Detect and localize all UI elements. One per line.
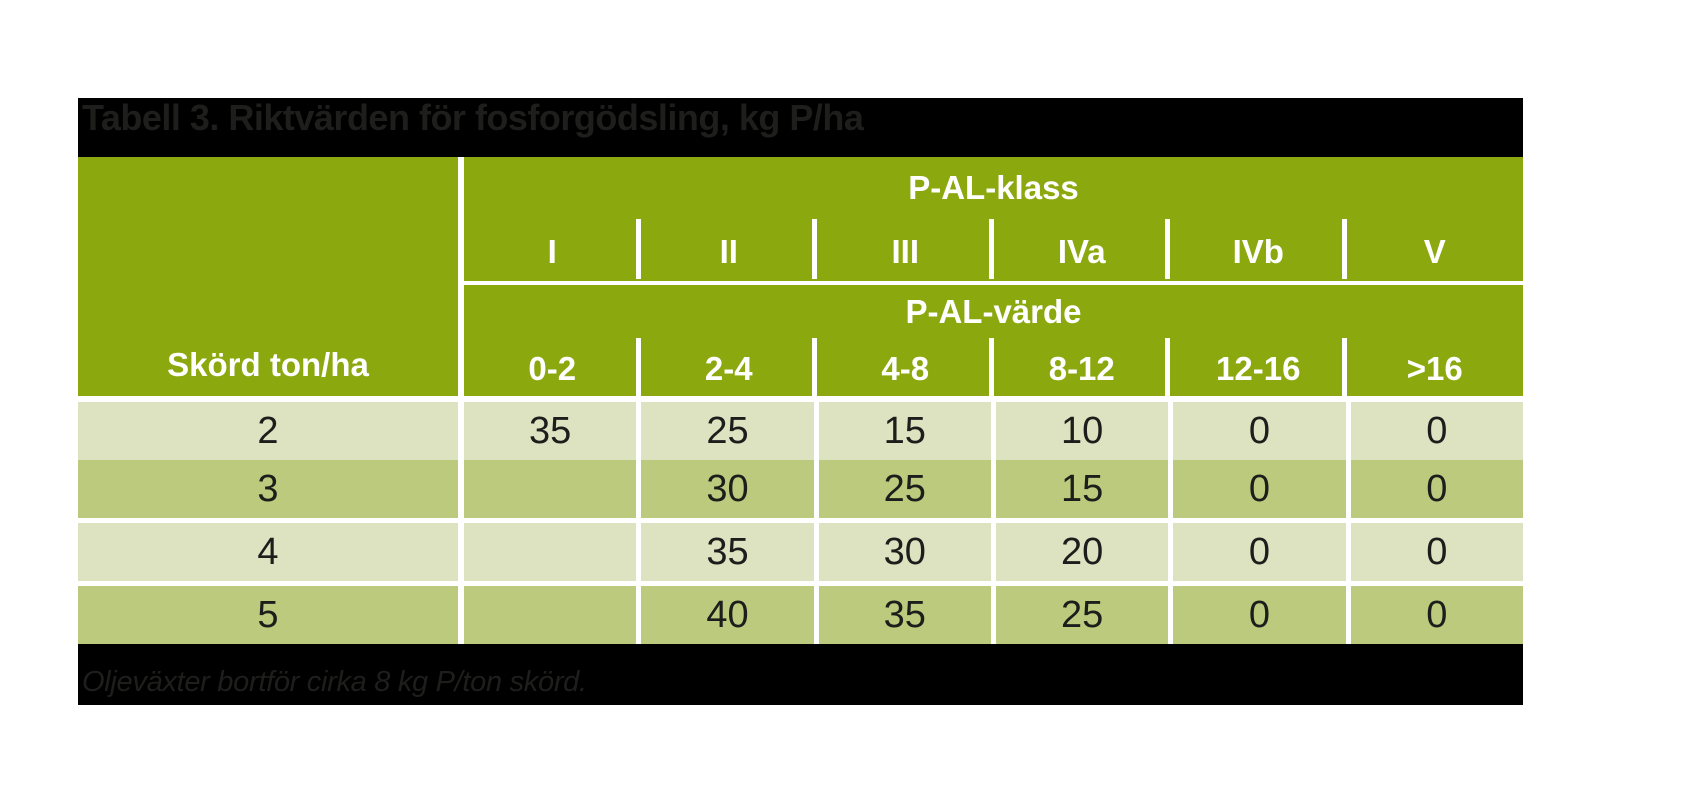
value-cell: 0: [1350, 523, 1523, 581]
fertilizer-table: Tabell 3. Riktvärden för fosforgödsling,…: [78, 98, 1523, 705]
value-range-cell: 2-4: [641, 333, 818, 396]
class-group-label: P-AL-klass: [908, 169, 1079, 206]
table-title: Tabell 3. Riktvärden för fosforgödsling,…: [82, 98, 864, 138]
table-row: 4 35 30 20 0 0: [78, 523, 1523, 581]
value-cell: 25: [641, 402, 814, 460]
class-header-cell: IVa: [994, 205, 1171, 281]
value-cell: 35: [818, 586, 991, 644]
table-title-bar: Tabell 3. Riktvärden för fosforgödsling,…: [78, 98, 1523, 157]
table-row: 5 40 35 25 0 0: [78, 586, 1523, 644]
value-range-cell: 8-12: [994, 333, 1171, 396]
table-footnote-bar: Oljeväxter bortför cirka 8 kg P/ton skör…: [78, 644, 1523, 705]
value-cell: 0: [1350, 402, 1523, 460]
value-cell: 0: [1350, 586, 1523, 644]
value-range-row: 0-2 2-4 4-8 8-12 12-16 >16: [464, 333, 1523, 396]
value-cell: [464, 586, 637, 644]
class-header-cell: V: [1423, 233, 1446, 270]
value-cell: 30: [818, 523, 991, 581]
value-cell: 0: [1350, 460, 1523, 518]
value-group-row: P-AL-värde: [464, 285, 1523, 333]
value-cell: 15: [995, 460, 1169, 518]
header-separator-line: [464, 281, 1523, 285]
value-cell: 25: [995, 586, 1169, 644]
yield-cell: 2: [78, 402, 458, 460]
class-labels-row: I II III IVa IVb V: [464, 205, 1523, 281]
value-cell: 0: [1173, 460, 1346, 518]
value-cell: 35: [641, 523, 814, 581]
value-range-cell: 12-16: [1170, 333, 1347, 396]
value-cell: 30: [641, 460, 814, 518]
table-header: Skörd ton/ha P-AL-klass I II III IVa IVb…: [78, 157, 1523, 396]
table-footnote: Oljeväxter bortför cirka 8 kg P/ton skör…: [82, 666, 587, 698]
value-cell: [464, 460, 637, 518]
class-header-cell: I: [464, 205, 641, 281]
table-row: 3 30 25 15 0 0: [78, 460, 1523, 518]
value-cell: 35: [464, 402, 637, 460]
header-right-region: P-AL-klass I II III IVa IVb V P-AL-värde…: [464, 157, 1523, 396]
class-header-cell: II: [641, 205, 818, 281]
class-group-row: P-AL-klass: [464, 157, 1523, 206]
table-row: 2 35 25 15 10 0 0: [78, 402, 1523, 460]
value-range-cell: 0-2: [464, 333, 641, 396]
yield-cell: 4: [78, 523, 458, 581]
value-range-cell: 4-8: [817, 333, 994, 396]
value-cell: 10: [995, 402, 1169, 460]
column-divider: [458, 157, 464, 396]
class-header-cell: IVb: [1170, 205, 1347, 281]
yield-cell: 3: [78, 460, 458, 518]
yield-cell: 5: [78, 586, 458, 644]
value-cell: 15: [818, 402, 991, 460]
value-cell: [464, 523, 637, 581]
yield-header-label: Skörd ton/ha: [167, 346, 369, 383]
class-header-cell: III: [817, 205, 994, 281]
value-group-label: P-AL-värde: [905, 293, 1082, 330]
yield-header-cell: Skörd ton/ha: [78, 157, 458, 396]
value-cell: 25: [818, 460, 991, 518]
value-cell: 0: [1173, 402, 1346, 460]
value-cell: 0: [1173, 523, 1346, 581]
table-body: 2 35 25 15 10 0 0 3 30 25 15 0 0 4 35: [78, 402, 1523, 644]
value-cell: 40: [641, 586, 814, 644]
value-cell: 0: [1173, 586, 1346, 644]
value-cell: 20: [995, 523, 1169, 581]
value-range-cell: >16: [1406, 350, 1463, 387]
